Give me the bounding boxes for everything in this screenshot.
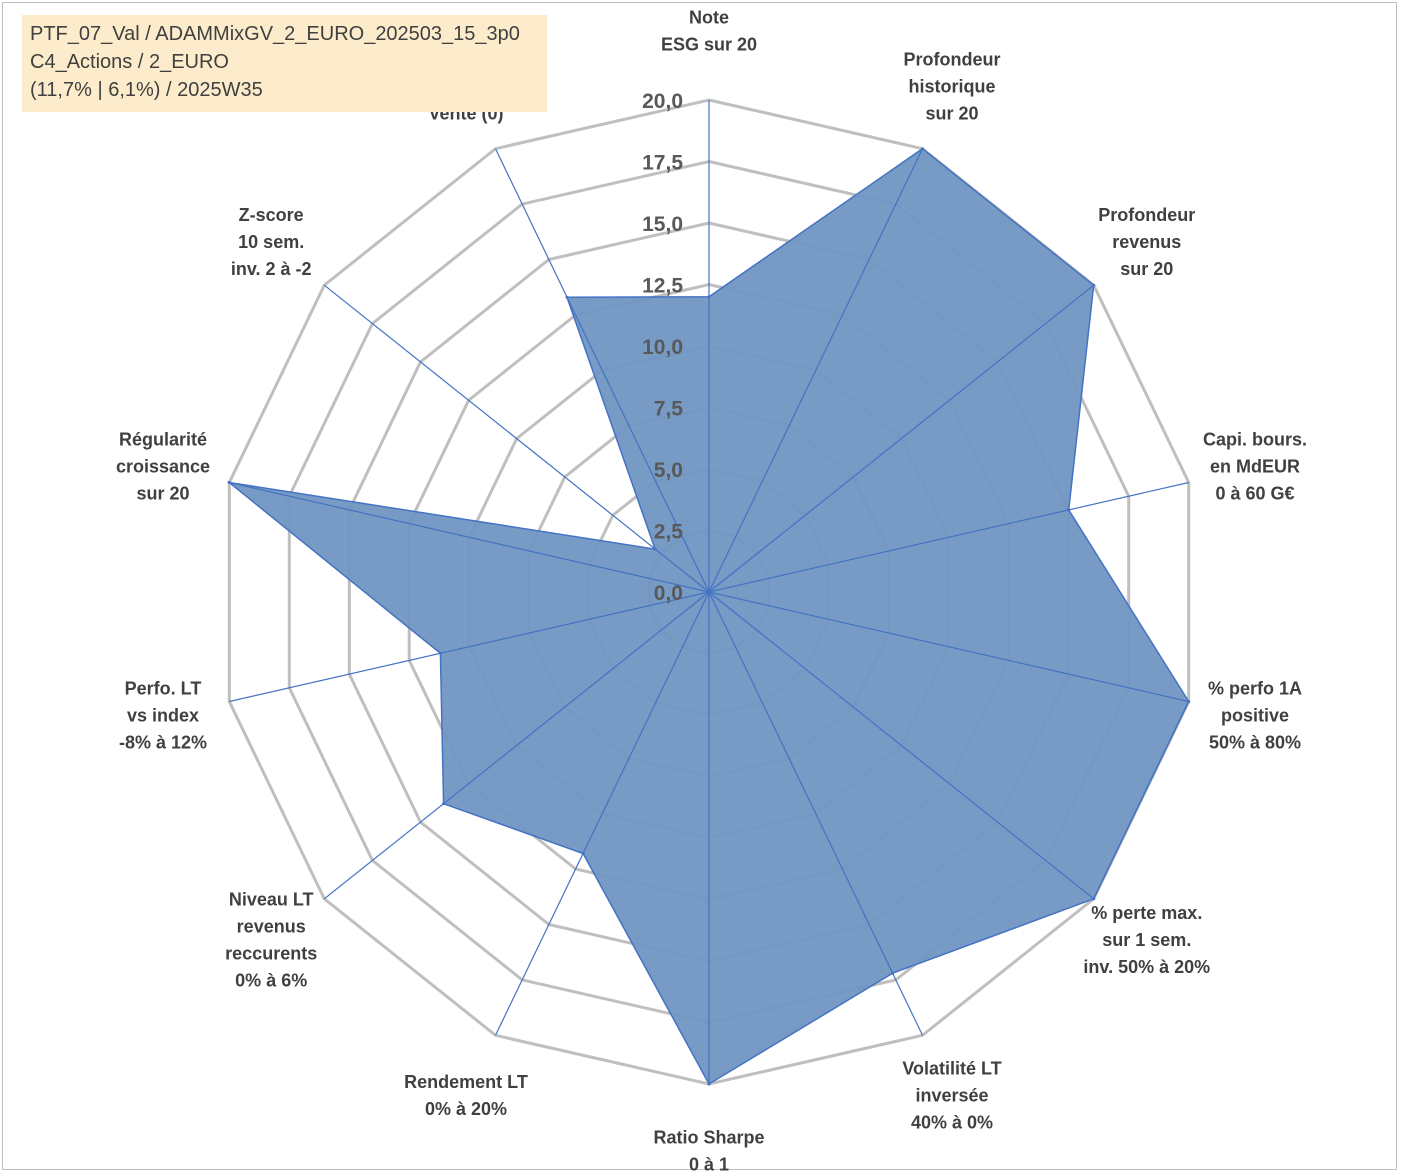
- tick-label-4: 10,0: [642, 336, 683, 359]
- spoke-2: [708, 284, 1095, 593]
- category-label-line: historique: [908, 76, 995, 96]
- category-label-line: Profondeur: [1098, 205, 1195, 225]
- data-point-11: [227, 481, 231, 484]
- category-label-12: Z-score 10 sem. inv. 2 à -2: [231, 205, 312, 279]
- category-label-line: 10 sem.: [238, 232, 304, 252]
- data-point-1: [921, 147, 924, 151]
- tick-label-5: 12,5: [642, 275, 683, 298]
- category-label-2: Profondeur revenus sur 20: [1098, 205, 1195, 279]
- category-label-line: inv. 2 à -2: [231, 259, 312, 279]
- category-label-line: Niveau LT: [229, 889, 314, 909]
- info-line-stats: (11,7% | 6,1%) / 2025W35: [30, 79, 263, 101]
- data-point-3: [1067, 508, 1071, 512]
- category-label-8: Rendement LT 0% à 20%: [404, 1072, 528, 1119]
- tick-label-1: 2,5: [654, 521, 684, 544]
- data-point-4: [1187, 700, 1191, 703]
- spoke-13: [494, 148, 710, 593]
- data-point-2: [1092, 283, 1096, 287]
- spoke-6: [708, 591, 924, 1036]
- tick-label-3: 7,5: [654, 398, 684, 421]
- category-label-line: Capi. bours.: [1203, 429, 1307, 449]
- category-label-line: revenus: [1112, 232, 1181, 252]
- tick-label-7: 17,5: [642, 152, 683, 175]
- tick-label-8: 20,0: [642, 90, 683, 113]
- category-label-line: Ratio Sharpe: [653, 1127, 764, 1147]
- category-label-line: % perte max.: [1091, 903, 1202, 923]
- category-label-line: -8% à 12%: [119, 732, 207, 752]
- spoke-1: [708, 148, 924, 593]
- category-label-7: Ratio Sharpe 0 à 1: [653, 1127, 764, 1174]
- category-label-line: positive: [1221, 705, 1289, 725]
- info-box: PTF_07_Val / ADAMMixGV_2_EURO_202503_15_…: [22, 15, 547, 112]
- spoke-11: [229, 481, 710, 593]
- tick-label-2: 5,0: [654, 459, 683, 482]
- tick-label-0: 0,0: [654, 582, 683, 605]
- category-label-4: % perfo 1A positive 50% à 80%: [1208, 678, 1302, 752]
- category-label-line: % perfo 1A: [1208, 678, 1302, 698]
- info-line-portfolio: PTF_07_Val / ADAMMixGV_2_EURO_202503_15_…: [30, 23, 520, 45]
- category-label-line: Note: [689, 7, 729, 27]
- category-label-line: Volatilité LT: [902, 1058, 1001, 1078]
- category-label-line: Perfo. LT: [125, 678, 202, 698]
- spoke-9: [323, 591, 710, 900]
- spoke-5: [708, 591, 1095, 900]
- category-label-line: inversée: [915, 1085, 988, 1105]
- spoke-3: [708, 481, 1189, 593]
- category-label-6: Volatilité LT inversée 40% à 0%: [902, 1058, 1001, 1132]
- category-label-line: sur 20: [136, 483, 189, 503]
- tick-label-6: 15,0: [642, 213, 683, 236]
- category-label-line: 40% à 0%: [911, 1112, 993, 1132]
- data-point-12: [653, 547, 657, 551]
- category-label-line: vs index: [127, 705, 199, 725]
- category-label-line: 50% à 80%: [1209, 732, 1301, 752]
- category-label-11: Régularité croissance sur 20: [116, 429, 210, 503]
- category-label-3: Capi. bours. en MdEUR 0 à 60 G€: [1203, 429, 1307, 503]
- category-label-0: Note ESG sur 20: [661, 7, 757, 54]
- category-label-line: Régularité: [119, 429, 207, 449]
- spoke-12: [323, 284, 710, 593]
- category-label-line: sur 20: [1120, 259, 1173, 279]
- data-point-7: [707, 1082, 711, 1086]
- info-line-category: C4_Actions / 2_EURO: [30, 51, 229, 73]
- category-label-line: Z-score: [239, 205, 304, 225]
- data-point-10: [438, 651, 442, 655]
- category-label-1: Profondeur historique sur 20: [904, 49, 1001, 123]
- category-label-line: en MdEUR: [1210, 456, 1300, 476]
- category-label-line: croissance: [116, 456, 210, 476]
- category-label-line: 0 à 1: [689, 1154, 729, 1174]
- data-point-5: [1092, 897, 1096, 901]
- category-label-line: inv. 50% à 20%: [1083, 957, 1210, 977]
- category-label-line: revenus: [237, 916, 306, 936]
- category-label-line: sur 20: [925, 103, 978, 123]
- category-label-line: Profondeur: [904, 49, 1001, 69]
- category-label-10: Perfo. LT vs index -8% à 12%: [119, 678, 207, 752]
- spoke-4: [708, 591, 1189, 703]
- category-label-line: 0% à 20%: [425, 1099, 507, 1119]
- data-point-8: [581, 852, 585, 855]
- category-label-line: 0% à 6%: [235, 970, 307, 990]
- category-label-5: % perte max. sur 1 sem. inv. 50% à 20%: [1083, 903, 1210, 977]
- category-label-line: sur 1 sem.: [1102, 930, 1191, 950]
- spoke-10: [229, 591, 710, 703]
- category-label-line: reccurents: [225, 943, 317, 963]
- data-point-6: [891, 971, 895, 975]
- category-label-line: 0 à 60 G€: [1215, 483, 1294, 503]
- data-point-0: [707, 295, 711, 299]
- category-label-9: Niveau LT revenus reccurents 0% à 6%: [225, 889, 317, 990]
- spoke-8: [494, 591, 710, 1036]
- category-label-line: Rendement LT: [404, 1072, 528, 1092]
- data-point-13: [565, 295, 569, 299]
- data-point-9: [442, 802, 446, 806]
- category-label-line: ESG sur 20: [661, 34, 757, 54]
